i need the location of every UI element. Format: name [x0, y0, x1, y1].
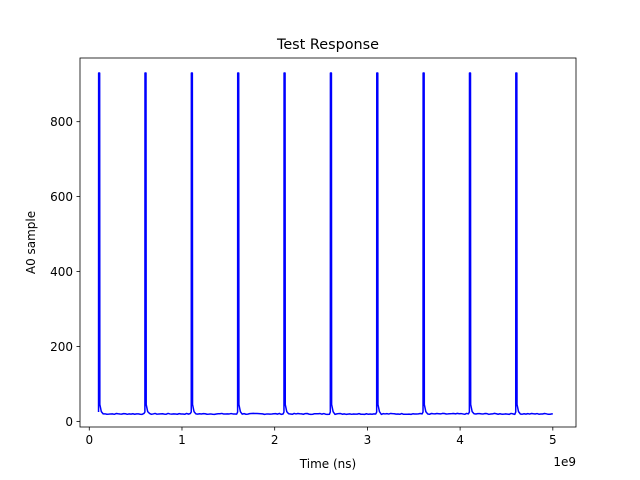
y-tick-label: 600 — [50, 190, 73, 204]
axes-frame — [79, 57, 577, 428]
y-tick-label: 800 — [50, 115, 73, 129]
x-tick-label: 2 — [271, 433, 279, 447]
x-axis-offset-text: 1e9 — [553, 455, 576, 469]
x-tick-label: 5 — [549, 433, 557, 447]
y-axis-title: A0 sample — [24, 211, 38, 274]
y-tick-label: 0 — [65, 415, 73, 429]
x-tick-label: 4 — [456, 433, 464, 447]
x-tick-label: 1 — [178, 433, 186, 447]
plot-area — [97, 72, 553, 416]
y-tick-label: 200 — [50, 340, 73, 354]
chart-title: Test Response — [276, 37, 379, 53]
x-tick-label: 0 — [85, 433, 93, 447]
y-tick-label: 400 — [50, 265, 73, 279]
axes: 0 1 2 3 4 5 0 200 400 600 800 — [50, 57, 577, 447]
x-axis-title: Time (ns) — [299, 457, 356, 471]
x-tick-label: 3 — [364, 433, 372, 447]
series-line — [97, 72, 553, 416]
